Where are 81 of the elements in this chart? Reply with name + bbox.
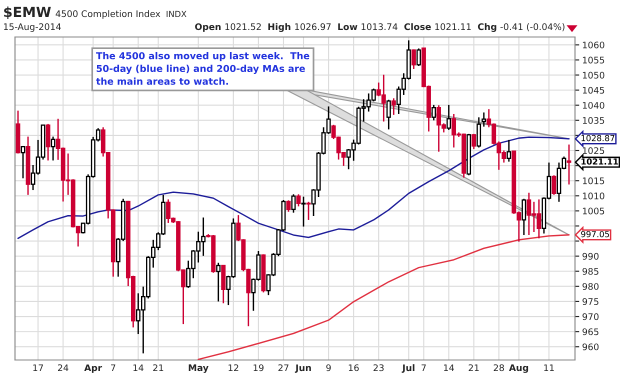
text: 1021.11 [582, 158, 618, 165]
x-tick-label: 27 [278, 364, 288, 372]
text: High [268, 23, 290, 32]
candlestick [416, 48, 421, 67]
candlestick [522, 198, 526, 236]
candlestick [482, 112, 486, 128]
y-tick-label: 1060 [582, 42, 604, 48]
candlestick [391, 98, 396, 116]
candlestick [432, 104, 436, 122]
annotation: The 4500 also moved up last week. The 50-day (blue line) and 200-day MAs are the main areas to watch. [96, 52, 310, 85]
x-tick-label: 7 [111, 364, 116, 372]
y-tick-label: 960 [582, 343, 599, 350]
x-tick-label: 17 [33, 364, 44, 372]
text: 1013.74 [362, 23, 398, 30]
x-tick-label: 16 [348, 364, 359, 372]
x-tick-label: 12 [228, 364, 238, 372]
text: 1028.87 [582, 134, 614, 142]
x-tick-label: 21 [468, 364, 479, 372]
chart-subtitle: 4500 Completion Index [56, 10, 160, 19]
x-tick-label: 28 [494, 364, 504, 372]
candlestick [216, 262, 221, 302]
x-tick-label: May [188, 364, 209, 373]
chart-title: $EMW [4, 6, 51, 20]
line-series [198, 234, 570, 360]
candlestick [291, 194, 296, 214]
y-tick-label: 985 [582, 268, 598, 275]
y-tick-label: 1045 [582, 86, 604, 94]
text: -0.41 (-0.04%) [500, 23, 564, 32]
candlestick [306, 201, 311, 221]
x-tick-label: 14 [133, 364, 144, 372]
x-tick-label: Apr [84, 364, 102, 373]
y-tick-label: 970 [582, 313, 599, 320]
y-tick-label: 980 [582, 283, 599, 290]
x-tick-label: 9 [326, 364, 331, 372]
text: Close [404, 23, 431, 30]
y-tick-label: 1035 [582, 117, 604, 124]
y-tick-label: 1025 [582, 147, 604, 154]
text: 15-Aug-2014 [4, 23, 61, 32]
candlestick [221, 264, 226, 304]
candlestick [286, 200, 291, 212]
y-tick-label: 1040 [582, 102, 604, 109]
y-tick-label: 1055 [582, 56, 604, 64]
y-tick-label: 990 [582, 252, 599, 260]
y-tick-label: 975 [582, 298, 598, 305]
candlestick [296, 194, 301, 208]
text: 1021.52 [225, 23, 261, 30]
text: Chg [478, 23, 496, 32]
candlestick [506, 139, 512, 162]
x-tick-label: Jul [402, 364, 414, 373]
candlestick [552, 174, 556, 196]
y-tick-label: 965 [582, 328, 598, 336]
y-tick-label: 1015 [582, 177, 604, 184]
y-tick-label: 1010 [582, 192, 604, 200]
x-tick-label: 7 [422, 364, 426, 372]
x-tick-label: 14 [444, 364, 454, 372]
x-tick-label: 23 [374, 364, 384, 372]
x-tick-label: 21 [153, 364, 164, 372]
candlestick [301, 196, 306, 228]
candlestick [50, 136, 56, 162]
x-tick-label: 19 [254, 364, 264, 372]
x-tick-label: 11 [544, 364, 554, 372]
text: 1021.11 [435, 23, 471, 30]
candlestick [566, 144, 572, 186]
candlestick [46, 123, 50, 162]
line-series [17, 136, 570, 240]
candlestick [20, 145, 26, 179]
candlestick [446, 104, 451, 131]
text: 1026.97 [295, 23, 331, 30]
candlestick [476, 116, 482, 148]
candlestick [472, 133, 476, 150]
candlestick [386, 99, 391, 130]
text: 997.05 [581, 230, 610, 238]
candlestick [411, 48, 416, 70]
x-tick-label: Aug [509, 364, 528, 373]
x-tick-label: 24 [58, 364, 68, 372]
text: INDX [166, 10, 186, 17]
text: Low [338, 23, 358, 30]
x-tick-label: Jun [294, 364, 311, 373]
y-tick-label: 1005 [582, 208, 604, 214]
y-tick-label: 1050 [582, 72, 604, 79]
text: Open [195, 23, 221, 32]
